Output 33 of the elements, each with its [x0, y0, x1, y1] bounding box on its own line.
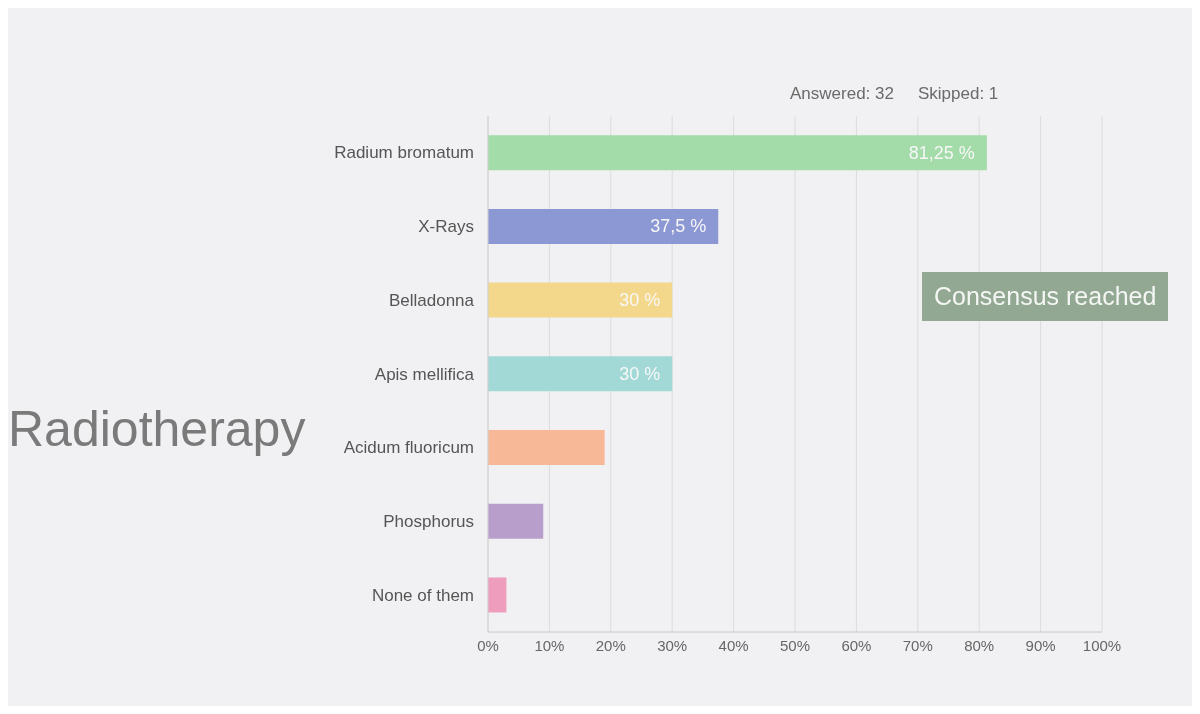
y-tick-label: Belladonna — [388, 290, 475, 310]
annotation: Consensus reached — [922, 272, 1169, 321]
bar — [488, 577, 507, 613]
x-tick-label: 60% — [841, 636, 872, 654]
bar — [488, 430, 605, 466]
data-label: 30 % — [619, 290, 661, 311]
text: Answered: 32 — [790, 84, 894, 104]
x-tick-label: 50% — [779, 636, 811, 654]
data-label: 37,5 % — [650, 216, 707, 237]
data-label: 81,25 % — [908, 142, 975, 163]
bar — [488, 135, 987, 171]
x-tick-label: 90% — [1025, 636, 1056, 654]
data-label: 30 % — [619, 363, 661, 384]
y-tick-label: Radium bromatum — [334, 143, 474, 163]
bar — [488, 356, 673, 392]
x-tick-label: 70% — [902, 636, 933, 654]
bar — [488, 503, 544, 539]
y-tick-label: Acidum fluoricum — [343, 438, 474, 458]
x-tick-label: 0% — [477, 636, 499, 654]
text: Radiotherapy — [8, 400, 306, 458]
bar — [488, 282, 673, 318]
y-tick-label: None of them — [371, 585, 474, 605]
bar — [488, 208, 719, 244]
x-tick-label: 20% — [595, 636, 626, 654]
x-tick-label: 100% — [1082, 636, 1122, 654]
x-tick-label: 80% — [964, 636, 995, 654]
x-tick-label: 10% — [534, 636, 565, 654]
y-tick-label: Apis mellifica — [374, 364, 475, 384]
x-tick-label: 40% — [718, 636, 749, 654]
x-tick-label: 30% — [657, 636, 688, 654]
y-tick-label: Phosphorus — [383, 511, 474, 531]
y-tick-label: X-Rays — [418, 217, 474, 237]
text: Skipped: 1 — [917, 84, 999, 104]
